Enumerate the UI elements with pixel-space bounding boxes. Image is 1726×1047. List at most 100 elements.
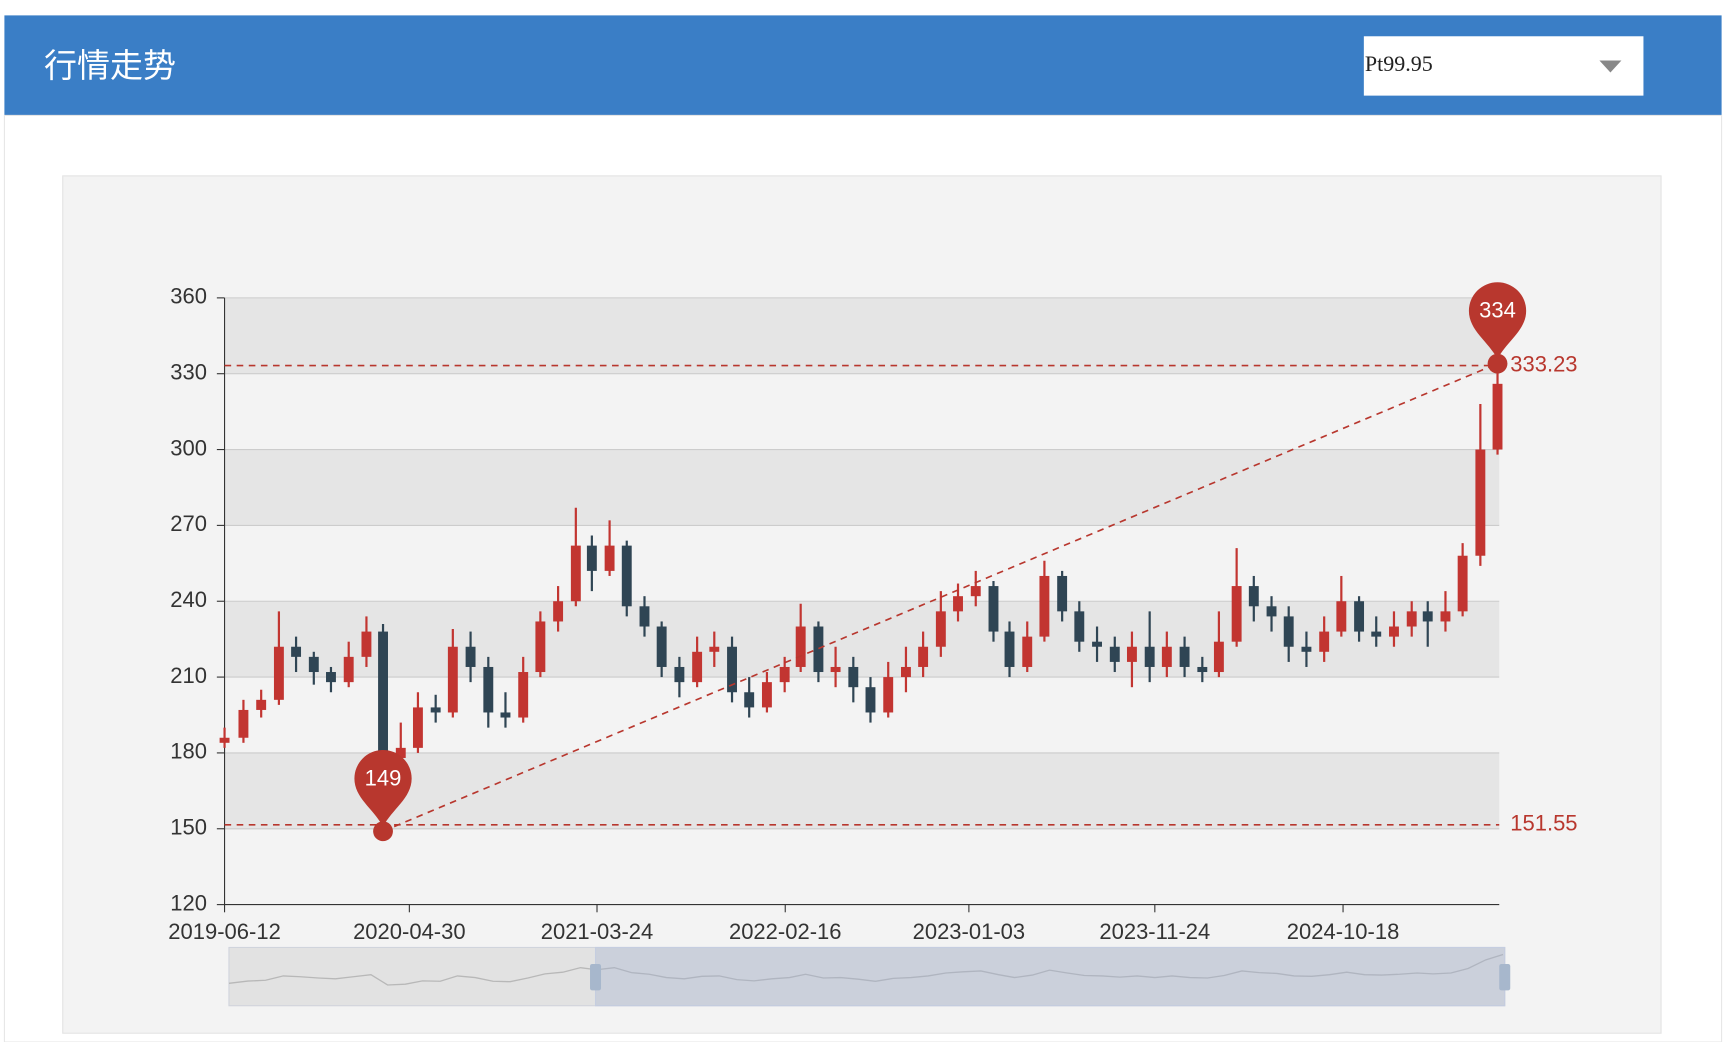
candle-body bbox=[744, 692, 755, 708]
y-tick-label: 330 bbox=[170, 360, 207, 385]
split-area bbox=[224, 525, 1500, 602]
candle-body bbox=[883, 677, 894, 713]
candle-body bbox=[988, 586, 999, 632]
candle-body bbox=[378, 631, 388, 758]
candle-body bbox=[361, 631, 372, 657]
y-tick-label: 150 bbox=[170, 815, 207, 840]
x-tick-label: 2023-01-03 bbox=[913, 919, 1026, 944]
candle-body bbox=[1074, 611, 1085, 642]
candle-body bbox=[238, 709, 249, 738]
candle-body bbox=[1336, 601, 1347, 632]
x-tick-label: 2022-02-16 bbox=[729, 919, 842, 944]
candle-body bbox=[1109, 646, 1120, 662]
split-area bbox=[224, 828, 1500, 905]
y-tick-label: 300 bbox=[170, 435, 207, 460]
candle-body bbox=[692, 651, 703, 683]
zoom-track bbox=[228, 946, 1506, 1007]
candle-body bbox=[343, 656, 354, 683]
mark-pin-label: 334 bbox=[1479, 298, 1516, 323]
candle-body bbox=[1197, 666, 1208, 673]
candle-body bbox=[518, 672, 529, 718]
candle-body bbox=[621, 545, 632, 607]
x-tick-label: 2019-06-12 bbox=[168, 919, 281, 944]
candle-body bbox=[935, 611, 946, 647]
zoom-handle[interactable] bbox=[1499, 963, 1511, 991]
candle-body bbox=[970, 586, 981, 597]
candle-body bbox=[1022, 636, 1033, 667]
split-area bbox=[224, 752, 1500, 829]
candle-body bbox=[1039, 575, 1050, 637]
y-tick-label: 360 bbox=[170, 284, 207, 309]
candle-body bbox=[1092, 641, 1102, 647]
symbol-select[interactable] bbox=[1363, 36, 1644, 96]
candle-body bbox=[1440, 611, 1451, 622]
zoom-handle[interactable] bbox=[590, 963, 602, 991]
candle-body bbox=[1057, 575, 1068, 612]
mark-pin bbox=[354, 749, 412, 827]
candle-body bbox=[1457, 555, 1468, 612]
candle-body bbox=[395, 747, 406, 758]
mark-line-label: 151.55 bbox=[1510, 811, 1577, 836]
split-area bbox=[224, 677, 1500, 753]
candle-body bbox=[656, 626, 667, 667]
candle-body bbox=[1248, 586, 1259, 607]
y-tick-label: 210 bbox=[170, 663, 207, 688]
candle-body bbox=[535, 621, 546, 673]
candle-body bbox=[918, 646, 929, 667]
candle-body bbox=[256, 699, 267, 710]
candle-body bbox=[1389, 626, 1399, 637]
mark-point-dot bbox=[373, 821, 393, 842]
candle-body bbox=[430, 707, 441, 713]
candle-body bbox=[1213, 641, 1224, 673]
candle-body bbox=[709, 646, 720, 652]
candle-body bbox=[500, 712, 511, 718]
candle-body bbox=[219, 737, 230, 743]
candle-body bbox=[1354, 601, 1365, 632]
candle-body bbox=[1371, 631, 1382, 637]
candle-body bbox=[1144, 646, 1155, 667]
candle-body bbox=[1301, 646, 1312, 652]
split-area bbox=[224, 449, 1500, 526]
select-value[interactable]: Pt99.95 bbox=[1365, 51, 1433, 76]
candle-body bbox=[1004, 631, 1015, 667]
candle-body bbox=[1283, 616, 1294, 647]
header-title: 行情走势 bbox=[44, 47, 176, 84]
candle-body bbox=[1475, 449, 1486, 556]
candle-body bbox=[412, 707, 423, 748]
x-tick-label: 2023-11-24 bbox=[1099, 919, 1210, 944]
candle-body bbox=[795, 626, 806, 667]
y-tick-label: 270 bbox=[170, 511, 207, 536]
trend-line bbox=[382, 362, 1498, 833]
candle-body bbox=[326, 672, 336, 683]
candle-body bbox=[1231, 586, 1242, 642]
candle-body bbox=[1492, 383, 1503, 450]
candle-body bbox=[639, 606, 650, 627]
candle-body bbox=[900, 666, 911, 678]
candle-body bbox=[830, 666, 841, 673]
candle-body bbox=[586, 545, 597, 571]
mark-point-dot bbox=[1487, 353, 1508, 374]
y-tick-label: 240 bbox=[170, 587, 207, 612]
candle-body bbox=[483, 666, 494, 713]
split-area bbox=[224, 373, 1500, 450]
dropdown-arrow[interactable] bbox=[1599, 60, 1622, 73]
candle-body bbox=[273, 646, 284, 700]
split-area bbox=[224, 601, 1500, 678]
candle-body bbox=[1422, 611, 1433, 622]
mark-line-label: 333.23 bbox=[1510, 351, 1577, 376]
candle-body bbox=[1406, 611, 1417, 627]
zoom-shadow bbox=[228, 953, 1504, 986]
candle-body bbox=[727, 646, 737, 693]
candle-body bbox=[308, 656, 319, 673]
candle-body bbox=[604, 545, 615, 571]
mark-pin bbox=[1468, 282, 1527, 360]
candle-body bbox=[953, 596, 963, 612]
candle-body bbox=[674, 666, 685, 683]
candle-body bbox=[865, 687, 876, 713]
plot: 120 150 180 210 240 270 300 330 360 2019-06-12 202… bbox=[168, 282, 1578, 1007]
candle-body bbox=[553, 601, 564, 622]
split-area bbox=[224, 297, 1500, 374]
candle-body bbox=[779, 666, 790, 683]
